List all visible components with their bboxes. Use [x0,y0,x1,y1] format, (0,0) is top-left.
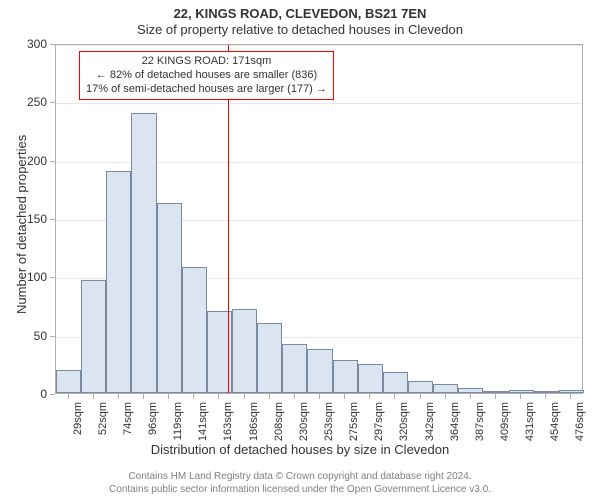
xtick-label: 119sqm [172,402,184,446]
xtick-label: 409sqm [499,402,511,446]
xtick-label: 387sqm [474,402,486,446]
histogram-bar [333,360,358,393]
xtick-mark [269,394,270,399]
ytick-label: 0 [7,387,47,401]
xtick-mark [168,394,169,399]
histogram-bar [182,267,207,393]
xtick-label: 297sqm [373,402,385,446]
histogram-bar [282,344,307,393]
xtick-mark [394,394,395,399]
xtick-label: 141sqm [197,402,209,446]
xtick-mark [445,394,446,399]
ytick-mark [50,394,55,395]
xtick-mark [319,394,320,399]
xtick-label: 342sqm [424,402,436,446]
chart-container: 22, KINGS ROAD, CLEVEDON, BS21 7EN Size … [0,0,600,500]
xtick-label: 320sqm [398,402,410,446]
xtick-label: 476sqm [574,402,586,446]
xtick-label: 431sqm [524,402,536,446]
gridline [56,103,582,104]
footer-line-1: Contains HM Land Registry data © Crown c… [0,471,600,484]
xtick-label: 253sqm [323,402,335,446]
ytick-mark [50,161,55,162]
xtick-label: 52sqm [97,402,109,446]
footer-line-2: Contains public sector information licen… [0,484,600,497]
histogram-bar [408,381,433,393]
xtick-mark [68,394,69,399]
annotation-line: ← 82% of detached houses are smaller (83… [86,69,327,83]
annotation-line: 17% of semi-detached houses are larger (… [86,83,327,97]
xtick-mark [143,394,144,399]
xtick-label: 186sqm [248,402,260,446]
xtick-mark [470,394,471,399]
xtick-label: 74sqm [122,402,134,446]
ytick-label: 150 [7,212,47,226]
footer-attribution: Contains HM Land Registry data © Crown c… [0,471,600,496]
ytick-label: 300 [7,37,47,51]
histogram-bar [106,171,131,393]
gridline [56,45,582,46]
xtick-label: 29sqm [72,402,84,446]
xtick-mark [218,394,219,399]
ytick-label: 50 [7,329,47,343]
ytick-mark [50,277,55,278]
xtick-label: 208sqm [273,402,285,446]
histogram-bar [307,349,332,393]
histogram-bar [81,280,106,393]
ytick-label: 250 [7,95,47,109]
xtick-mark [369,394,370,399]
histogram-bar [232,309,257,393]
xtick-mark [344,394,345,399]
xtick-label: 364sqm [449,402,461,446]
page-title: 22, KINGS ROAD, CLEVEDON, BS21 7EN [0,6,600,22]
xtick-mark [570,394,571,399]
xtick-mark [545,394,546,399]
ytick-mark [50,102,55,103]
histogram-bar [383,372,408,393]
xtick-mark [520,394,521,399]
histogram-bar [509,390,534,394]
xtick-mark [193,394,194,399]
xtick-mark [93,394,94,399]
xtick-label: 96sqm [147,402,159,446]
annotation-box: 22 KINGS ROAD: 171sqm← 82% of detached h… [79,51,334,100]
histogram-bar [358,364,383,393]
histogram-bar [559,390,584,394]
histogram-bar [534,391,559,393]
histogram-bar [257,323,282,393]
title-block: 22, KINGS ROAD, CLEVEDON, BS21 7EN Size … [0,0,600,39]
histogram-bar [483,391,508,393]
xtick-mark [294,394,295,399]
ytick-mark [50,336,55,337]
histogram-bar [433,384,458,393]
xtick-mark [495,394,496,399]
xtick-mark [420,394,421,399]
ytick-label: 100 [7,270,47,284]
page-subtitle: Size of property relative to detached ho… [0,22,600,38]
xtick-label: 163sqm [222,402,234,446]
xtick-label: 275sqm [348,402,360,446]
xtick-label: 230sqm [298,402,310,446]
ytick-mark [50,44,55,45]
histogram-bar [131,113,156,393]
xtick-mark [244,394,245,399]
histogram-bar [56,370,81,393]
xtick-mark [118,394,119,399]
xtick-label: 454sqm [549,402,561,446]
ytick-mark [50,219,55,220]
annotation-line: 22 KINGS ROAD: 171sqm [86,55,327,69]
histogram-bar [458,388,483,393]
ytick-label: 200 [7,154,47,168]
histogram-bar [157,203,182,393]
